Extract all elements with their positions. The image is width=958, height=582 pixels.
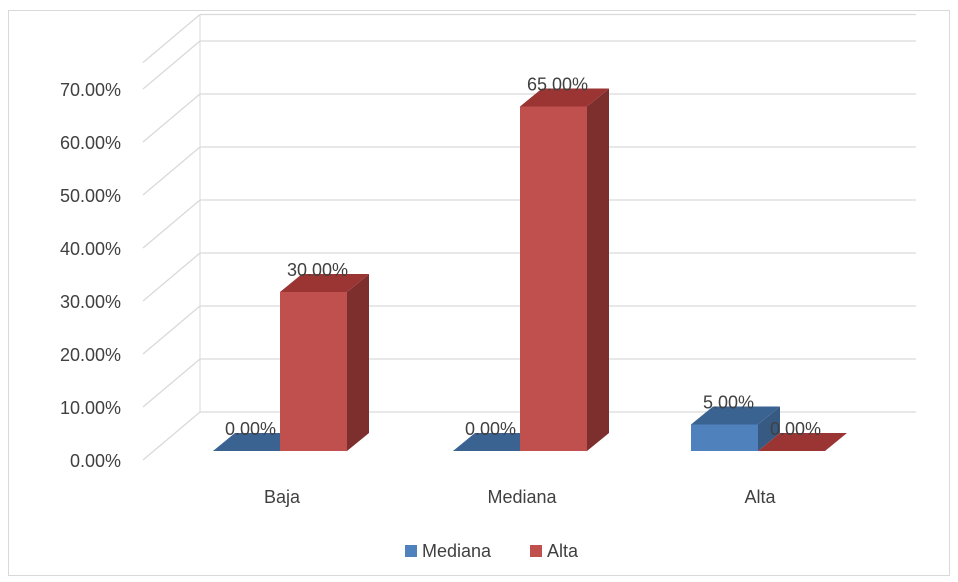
gridline-diagonal	[142, 14, 201, 63]
gridline-diagonal	[142, 199, 201, 249]
x-category-label: Mediana	[487, 487, 557, 507]
y-tick-label: 60.00%	[60, 133, 121, 153]
bars	[213, 88, 847, 451]
bar-top	[691, 406, 780, 425]
bar-side	[587, 88, 609, 451]
bar-front	[280, 292, 347, 451]
bar-front	[691, 424, 758, 451]
bar-top	[520, 88, 609, 107]
gridline-diagonal	[142, 252, 201, 302]
y-axis-ticks: 0.00% 10.00% 20.00% 30.00% 40.00% 50.00% 60.00…	[60, 80, 121, 471]
data-label: 5.00%	[703, 393, 754, 413]
x-axis-categories: Baja Mediana Alta	[264, 487, 777, 507]
bar-side	[758, 406, 780, 451]
y-tick-label: 10.00%	[60, 398, 121, 418]
gridline-diagonal	[142, 146, 201, 196]
bar-top	[213, 433, 302, 451]
bar-side	[347, 274, 369, 451]
x-category-label: Baja	[264, 487, 301, 507]
bar-top	[280, 274, 369, 292]
data-label: 0.00%	[465, 419, 516, 439]
data-label: 30.00%	[287, 260, 348, 280]
gridline-diagonal	[142, 40, 201, 90]
y-tick-label: 70.00%	[60, 80, 121, 100]
legend-label-mediana: Mediana	[422, 541, 492, 561]
y-tick-label: 50.00%	[60, 186, 121, 206]
legend-swatch-alta	[530, 545, 542, 557]
data-labels: 0.00% 30.00% 0.00% 65.00% 5.00% 0.00%	[225, 75, 821, 440]
y-tick-label: 20.00%	[60, 345, 121, 365]
gridline-diagonal	[142, 93, 201, 143]
bar-top	[453, 433, 542, 451]
legend: Mediana Alta	[405, 541, 579, 561]
data-label: 0.00%	[225, 419, 276, 439]
y-tick-label: 40.00%	[60, 239, 121, 259]
bar-alta-baja	[280, 274, 369, 451]
bar-top	[758, 433, 847, 451]
gridline-diagonal	[142, 358, 201, 408]
bar-mediana-mediana	[453, 433, 542, 451]
x-category-label: Alta	[744, 487, 776, 507]
y-tick-label: 0.00%	[70, 451, 121, 471]
legend-label-alta: Alta	[547, 541, 579, 561]
gridline-diagonal	[142, 411, 201, 461]
bar-alta-mediana	[520, 88, 609, 451]
bar-mediana-alta	[691, 406, 780, 451]
bar-front	[520, 106, 587, 451]
chart-border	[8, 10, 950, 576]
data-label: 0.00%	[770, 419, 821, 439]
y-tick-label: 30.00%	[60, 292, 121, 312]
bar-mediana-baja	[213, 433, 302, 451]
legend-swatch-mediana	[405, 545, 417, 557]
data-label: 65.00%	[527, 75, 588, 95]
gridline-diagonal	[142, 305, 201, 355]
bar-alta-alta	[758, 433, 847, 451]
